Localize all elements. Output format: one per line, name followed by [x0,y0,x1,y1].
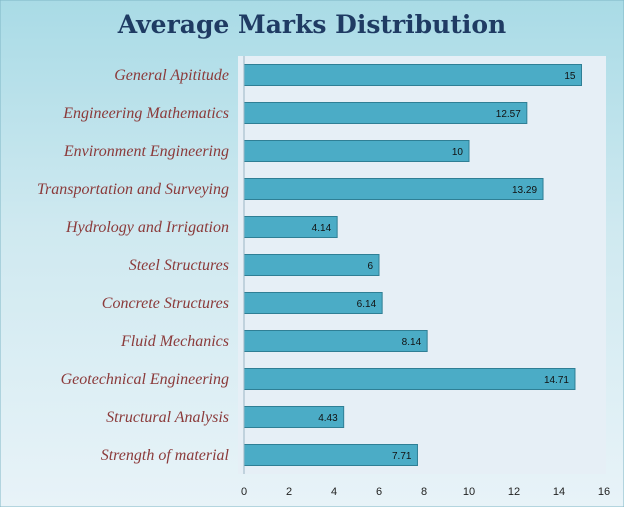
x-tick-label: 14 [553,486,565,498]
data-label: 7.71 [392,451,412,462]
data-label: 4.43 [318,413,338,424]
x-tick-label: 2 [286,486,292,498]
x-tick-label: 8 [421,486,427,498]
x-tick-label: 16 [598,486,610,498]
x-tick-label: 10 [463,486,475,498]
x-tick-label: 0 [241,486,247,498]
data-label: 14.71 [544,375,569,386]
bar [243,140,470,162]
data-label: 13.29 [512,185,537,196]
x-axis-tick-labels: 0 2 4 6 8 10 12 14 16 [241,486,610,498]
category-label: Hydrology and Irrigation [65,219,229,236]
category-label: General Apititude [114,67,229,84]
category-label: Concrete Structures [102,295,229,312]
category-label: Environment Engineering [63,143,229,160]
x-tick-label: 6 [376,486,382,498]
x-tick-label: 4 [331,486,337,498]
data-label: 10 [452,147,464,158]
category-label: Engineering Mathematics [62,105,229,122]
category-label: Strength of material [101,447,230,464]
bar [243,330,428,352]
bar [243,102,528,124]
bar [243,64,582,86]
category-label: Fluid Mechanics [120,333,229,350]
category-labels: General Apititude Engineering Mathematics… [37,67,230,464]
bar [243,254,380,276]
data-label: 6 [367,261,373,272]
data-label: 15 [564,71,576,82]
data-label: 4.14 [312,223,332,234]
category-label: Steel Structures [129,257,229,274]
x-tick-label: 12 [508,486,520,498]
data-label: 12.57 [496,109,521,120]
bars-group: 15 12.57 10 13.29 4.14 6 6.14 8.14 14.71 4.43 7.71 [243,64,582,466]
data-label: 6.14 [357,299,377,310]
bar [243,368,576,390]
category-label: Geotechnical Engineering [61,371,229,388]
chart-title: Average Marks Distribution [117,10,506,39]
bar [243,178,544,200]
data-label: 8.14 [402,337,422,348]
category-label: Structural Analysis [106,409,229,426]
category-label: Transportation and Surveying [37,181,229,198]
